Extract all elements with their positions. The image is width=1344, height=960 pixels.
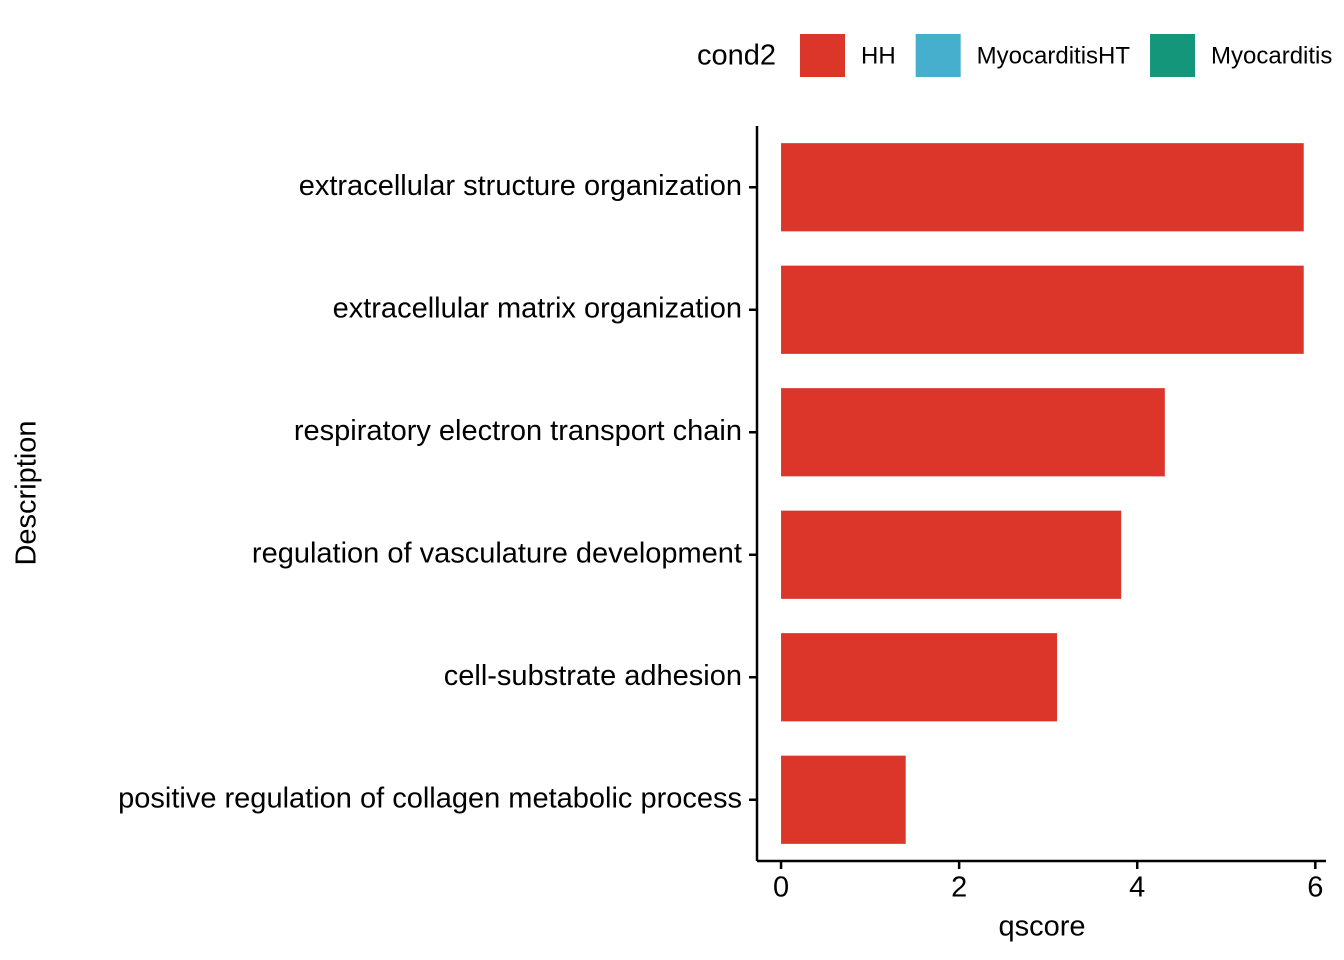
bar [781, 143, 1304, 232]
x-tick-label: 0 [773, 872, 789, 904]
y-tick-label: regulation of vasculature development [252, 537, 742, 569]
legend-label: MyocarditisHT [977, 42, 1131, 69]
y-tick-label: extracellular matrix organization [333, 292, 742, 324]
y-tick-label: cell-substrate adhesion [444, 660, 742, 692]
bar [781, 633, 1058, 722]
bar [781, 510, 1122, 599]
bar [781, 388, 1165, 477]
x-tick-label: 2 [951, 872, 967, 904]
y-tick-label: positive regulation of collagen metaboli… [118, 782, 742, 814]
y-tick-label: extracellular structure organization [299, 170, 742, 202]
legend-label: HH [861, 42, 896, 69]
x-tick-label: 4 [1129, 872, 1145, 904]
y-axis-title: Description [11, 420, 43, 565]
bar [781, 755, 906, 844]
legend-swatch [915, 34, 961, 77]
y-tick-label: respiratory electron transport chain [294, 415, 742, 447]
x-axis-title: qscore [998, 911, 1085, 943]
legend-swatch [800, 34, 845, 77]
legend-label: Myocarditis [1211, 42, 1332, 69]
bar [781, 265, 1304, 354]
x-tick-label: 6 [1307, 872, 1323, 904]
legend-title: cond2 [697, 40, 776, 72]
legend-swatch [1150, 34, 1196, 77]
